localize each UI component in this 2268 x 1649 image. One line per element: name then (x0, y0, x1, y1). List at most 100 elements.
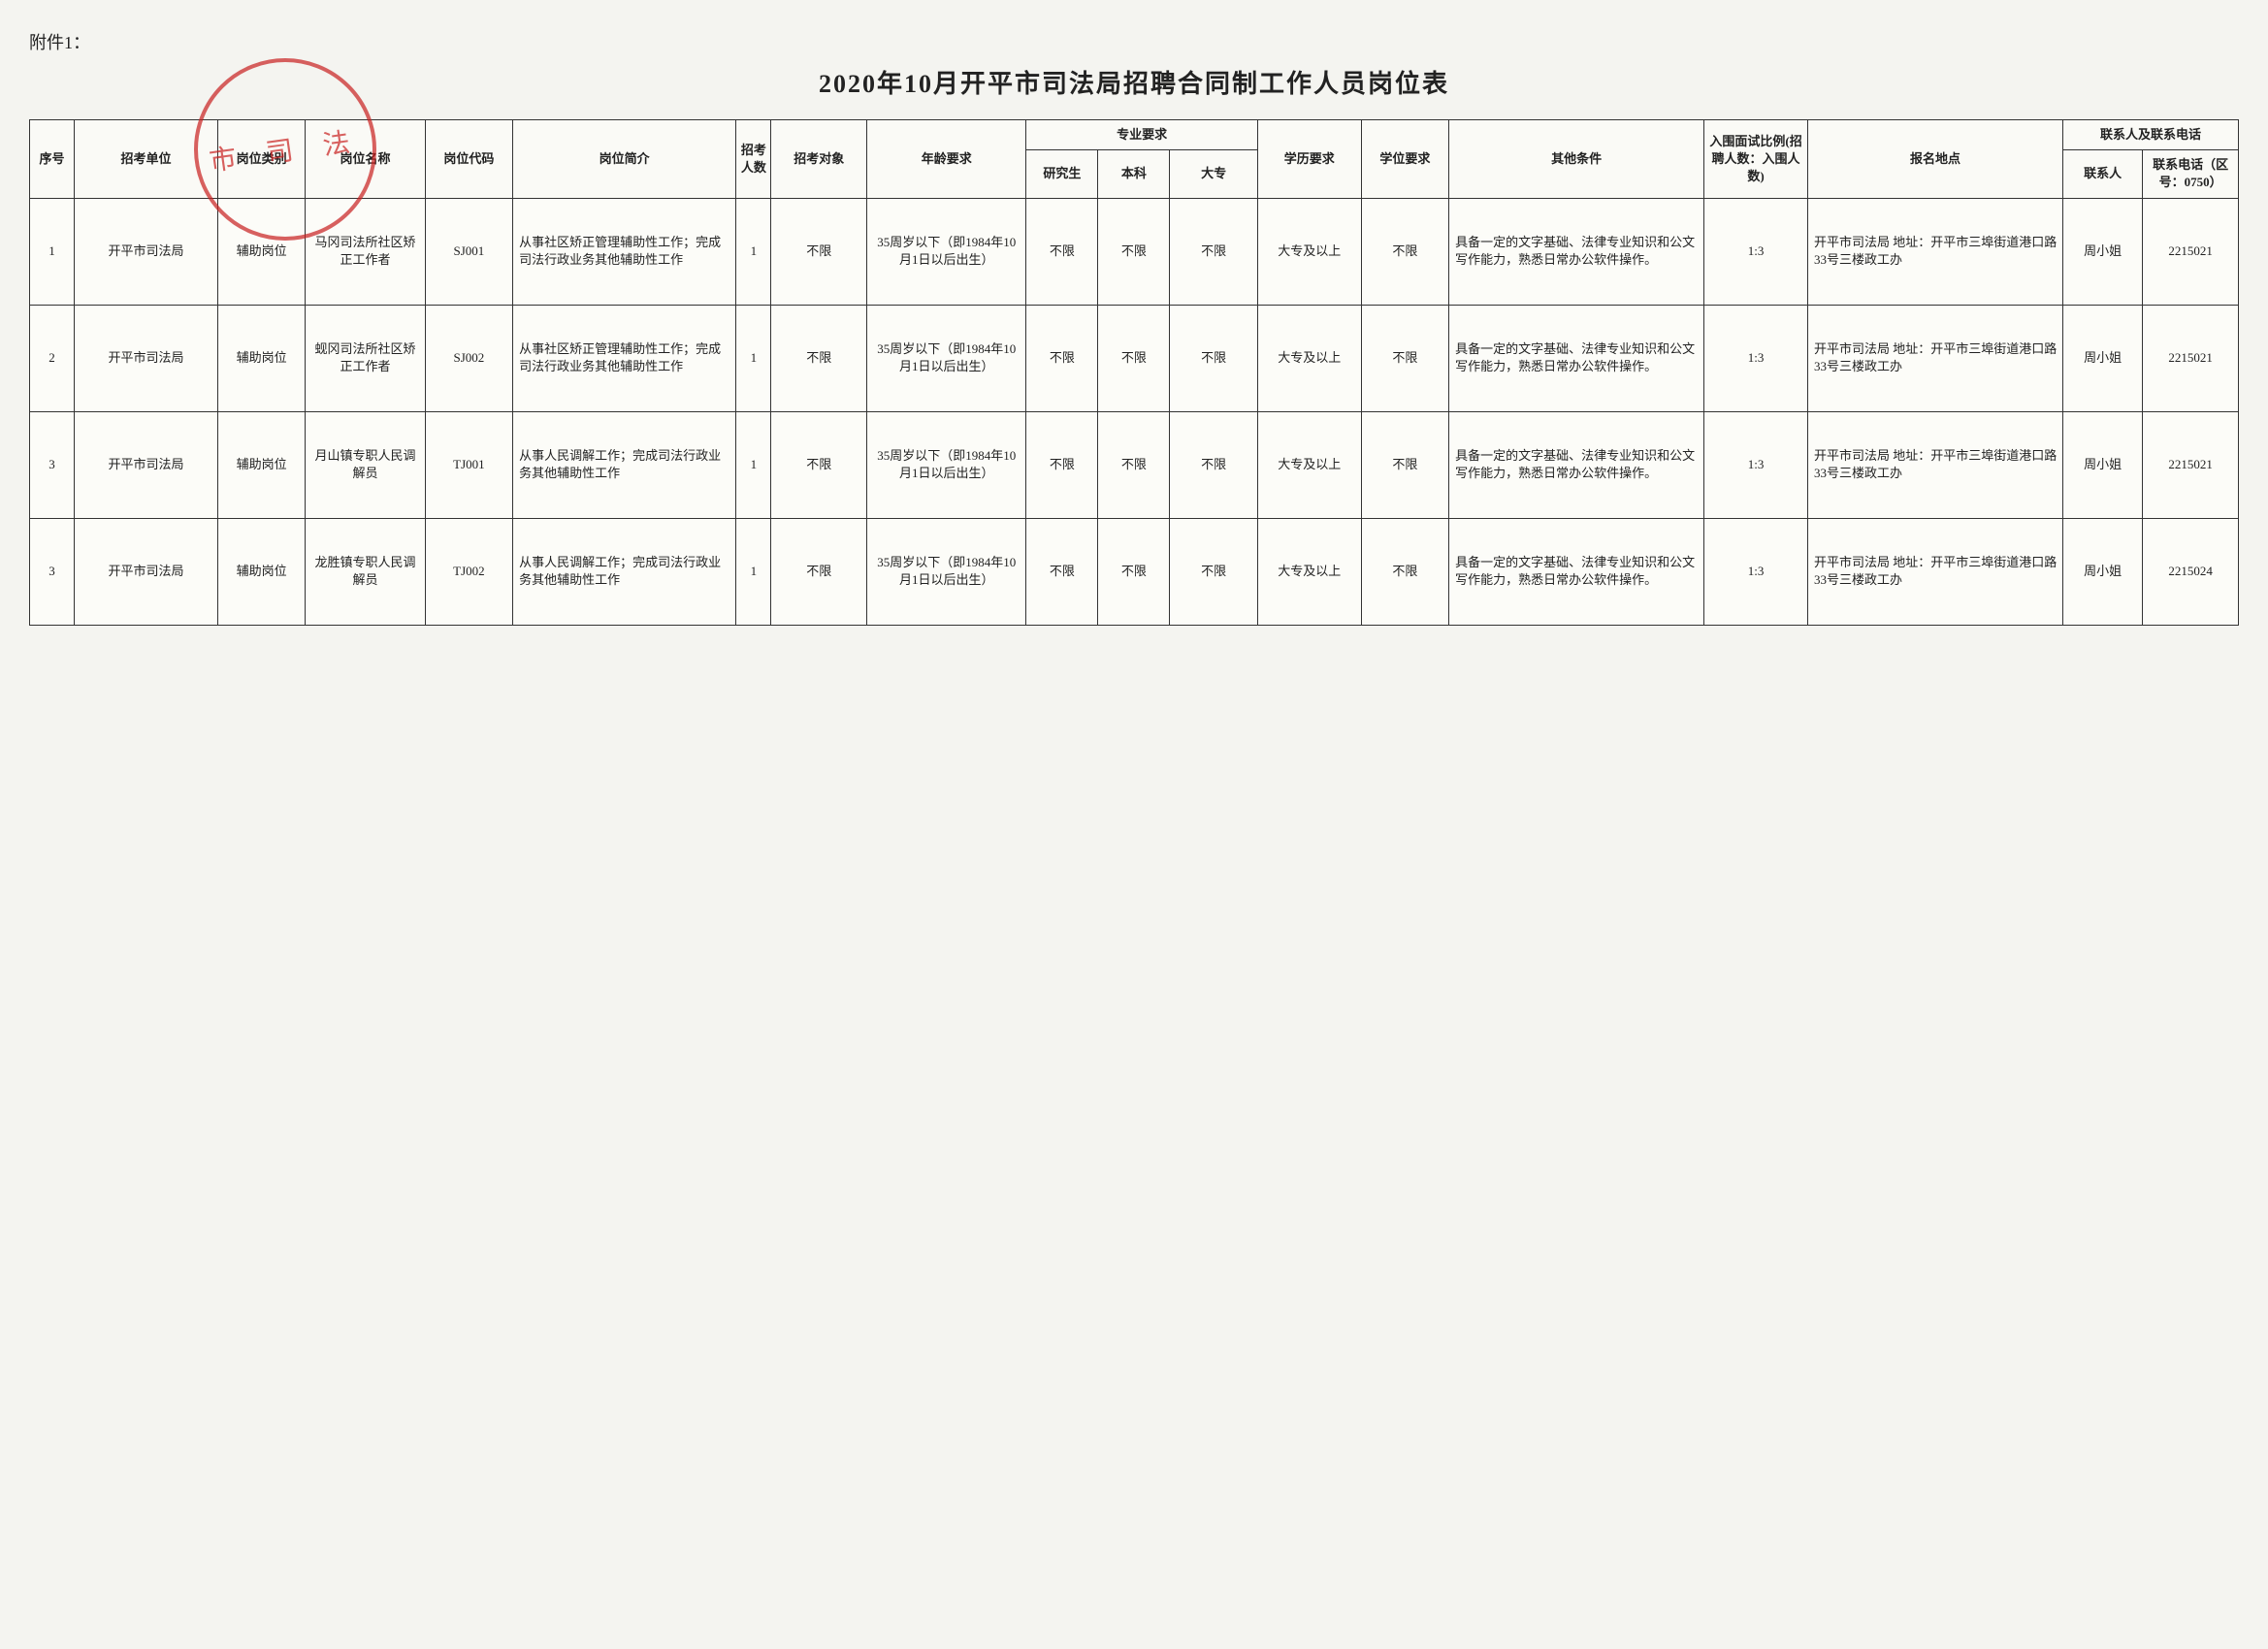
th-tel: 联系电话（区号：0750） (2143, 150, 2239, 198)
table-row: 1开平市司法局辅助岗位马冈司法所社区矫正工作者SJ001从事社区矫正管理辅助性工… (30, 198, 2239, 305)
cell-age: 35周岁以下（即1984年10月1日以后出生） (867, 518, 1026, 625)
table-row: 3开平市司法局辅助岗位龙胜镇专职人民调解员TJ002从事人民调解工作；完成司法行… (30, 518, 2239, 625)
cell-type: 辅助岗位 (217, 518, 305, 625)
cell-obj: 不限 (771, 198, 867, 305)
table-row: 3开平市司法局辅助岗位月山镇专职人民调解员TJ001从事人民调解工作；完成司法行… (30, 411, 2239, 518)
cell-jc: 不限 (1170, 518, 1257, 625)
th-contact-group: 联系人及联系电话 (2062, 120, 2238, 150)
cell-jc: 不限 (1170, 305, 1257, 411)
cell-seq: 1 (30, 198, 75, 305)
cell-ba: 不限 (1098, 411, 1170, 518)
cell-num: 1 (736, 518, 771, 625)
cell-unit: 开平市司法局 (75, 411, 218, 518)
table-header: 序号 招考单位 岗位类别 岗位名称 岗位代码 岗位简介 招考人数 招考对象 年龄… (30, 120, 2239, 199)
cell-loc: 开平市司法局 地址：开平市三埠街道港口路33号三楼政工办 (1807, 518, 2062, 625)
cell-edu: 大专及以上 (1257, 198, 1361, 305)
cell-ratio: 1:3 (1704, 305, 1808, 411)
cell-edu: 大专及以上 (1257, 305, 1361, 411)
th-loc: 报名地点 (1807, 120, 2062, 199)
cell-jc: 不限 (1170, 198, 1257, 305)
cell-other: 具备一定的文字基础、法律专业知识和公文写作能力，熟悉日常办公软件操作。 (1449, 518, 1704, 625)
cell-pcode: SJ002 (425, 305, 512, 411)
cell-desc: 从事人民调解工作；完成司法行政业务其他辅助性工作 (513, 518, 736, 625)
cell-edu: 大专及以上 (1257, 518, 1361, 625)
th-desc: 岗位简介 (513, 120, 736, 199)
cell-ratio: 1:3 (1704, 518, 1808, 625)
th-obj: 招考对象 (771, 120, 867, 199)
cell-jc: 不限 (1170, 411, 1257, 518)
cell-tel: 2215024 (2143, 518, 2239, 625)
cell-cp: 周小姐 (2062, 518, 2142, 625)
cell-edu: 大专及以上 (1257, 411, 1361, 518)
cell-deg: 不限 (1361, 518, 1448, 625)
cell-type: 辅助岗位 (217, 411, 305, 518)
cell-seq: 3 (30, 411, 75, 518)
cell-desc: 从事社区矫正管理辅助性工作；完成司法行政业务其他辅助性工作 (513, 198, 736, 305)
cell-cp: 周小姐 (2062, 198, 2142, 305)
cell-tel: 2215021 (2143, 411, 2239, 518)
cell-ba: 不限 (1098, 305, 1170, 411)
cell-grad: 不限 (1026, 411, 1098, 518)
th-pcode: 岗位代码 (425, 120, 512, 199)
cell-ba: 不限 (1098, 518, 1170, 625)
th-num: 招考人数 (736, 120, 771, 199)
th-pname: 岗位名称 (306, 120, 425, 199)
cell-cp: 周小姐 (2062, 411, 2142, 518)
th-jc: 大专 (1170, 150, 1257, 198)
th-edu: 学历要求 (1257, 120, 1361, 199)
cell-age: 35周岁以下（即1984年10月1日以后出生） (867, 411, 1026, 518)
cell-pname: 龙胜镇专职人民调解员 (306, 518, 425, 625)
th-cp: 联系人 (2062, 150, 2142, 198)
cell-obj: 不限 (771, 305, 867, 411)
th-age: 年龄要求 (867, 120, 1026, 199)
cell-deg: 不限 (1361, 411, 1448, 518)
cell-ratio: 1:3 (1704, 198, 1808, 305)
cell-obj: 不限 (771, 518, 867, 625)
cell-loc: 开平市司法局 地址：开平市三埠街道港口路33号三楼政工办 (1807, 305, 2062, 411)
page-title: 2020年10月开平市司法局招聘合同制工作人员岗位表 (29, 64, 2239, 100)
cell-desc: 从事社区矫正管理辅助性工作；完成司法行政业务其他辅助性工作 (513, 305, 736, 411)
table-row: 2开平市司法局辅助岗位蚬冈司法所社区矫正工作者SJ002从事社区矫正管理辅助性工… (30, 305, 2239, 411)
cell-pname: 蚬冈司法所社区矫正工作者 (306, 305, 425, 411)
th-ba: 本科 (1098, 150, 1170, 198)
cell-ratio: 1:3 (1704, 411, 1808, 518)
cell-deg: 不限 (1361, 305, 1448, 411)
cell-type: 辅助岗位 (217, 198, 305, 305)
attachment-label: 附件1： (29, 29, 2239, 54)
th-seq: 序号 (30, 120, 75, 199)
cell-unit: 开平市司法局 (75, 198, 218, 305)
th-type: 岗位类别 (217, 120, 305, 199)
cell-num: 1 (736, 198, 771, 305)
cell-seq: 2 (30, 305, 75, 411)
cell-unit: 开平市司法局 (75, 305, 218, 411)
table-body: 1开平市司法局辅助岗位马冈司法所社区矫正工作者SJ001从事社区矫正管理辅助性工… (30, 198, 2239, 625)
cell-ba: 不限 (1098, 198, 1170, 305)
cell-pcode: SJ001 (425, 198, 512, 305)
cell-num: 1 (736, 411, 771, 518)
cell-grad: 不限 (1026, 198, 1098, 305)
th-major-group: 专业要求 (1026, 120, 1257, 150)
cell-tel: 2215021 (2143, 305, 2239, 411)
cell-obj: 不限 (771, 411, 867, 518)
positions-table: 序号 招考单位 岗位类别 岗位名称 岗位代码 岗位简介 招考人数 招考对象 年龄… (29, 119, 2239, 626)
cell-desc: 从事人民调解工作；完成司法行政业务其他辅助性工作 (513, 411, 736, 518)
cell-loc: 开平市司法局 地址：开平市三埠街道港口路33号三楼政工办 (1807, 198, 2062, 305)
cell-pcode: TJ001 (425, 411, 512, 518)
th-unit: 招考单位 (75, 120, 218, 199)
cell-age: 35周岁以下（即1984年10月1日以后出生） (867, 198, 1026, 305)
cell-other: 具备一定的文字基础、法律专业知识和公文写作能力，熟悉日常办公软件操作。 (1449, 305, 1704, 411)
cell-deg: 不限 (1361, 198, 1448, 305)
cell-other: 具备一定的文字基础、法律专业知识和公文写作能力，熟悉日常办公软件操作。 (1449, 411, 1704, 518)
cell-other: 具备一定的文字基础、法律专业知识和公文写作能力，熟悉日常办公软件操作。 (1449, 198, 1704, 305)
cell-unit: 开平市司法局 (75, 518, 218, 625)
th-ratio: 入围面试比例(招聘人数：入围人数) (1704, 120, 1808, 199)
cell-age: 35周岁以下（即1984年10月1日以后出生） (867, 305, 1026, 411)
cell-pcode: TJ002 (425, 518, 512, 625)
th-grad: 研究生 (1026, 150, 1098, 198)
cell-cp: 周小姐 (2062, 305, 2142, 411)
th-deg: 学位要求 (1361, 120, 1448, 199)
cell-pname: 月山镇专职人民调解员 (306, 411, 425, 518)
cell-pname: 马冈司法所社区矫正工作者 (306, 198, 425, 305)
cell-loc: 开平市司法局 地址：开平市三埠街道港口路33号三楼政工办 (1807, 411, 2062, 518)
cell-num: 1 (736, 305, 771, 411)
